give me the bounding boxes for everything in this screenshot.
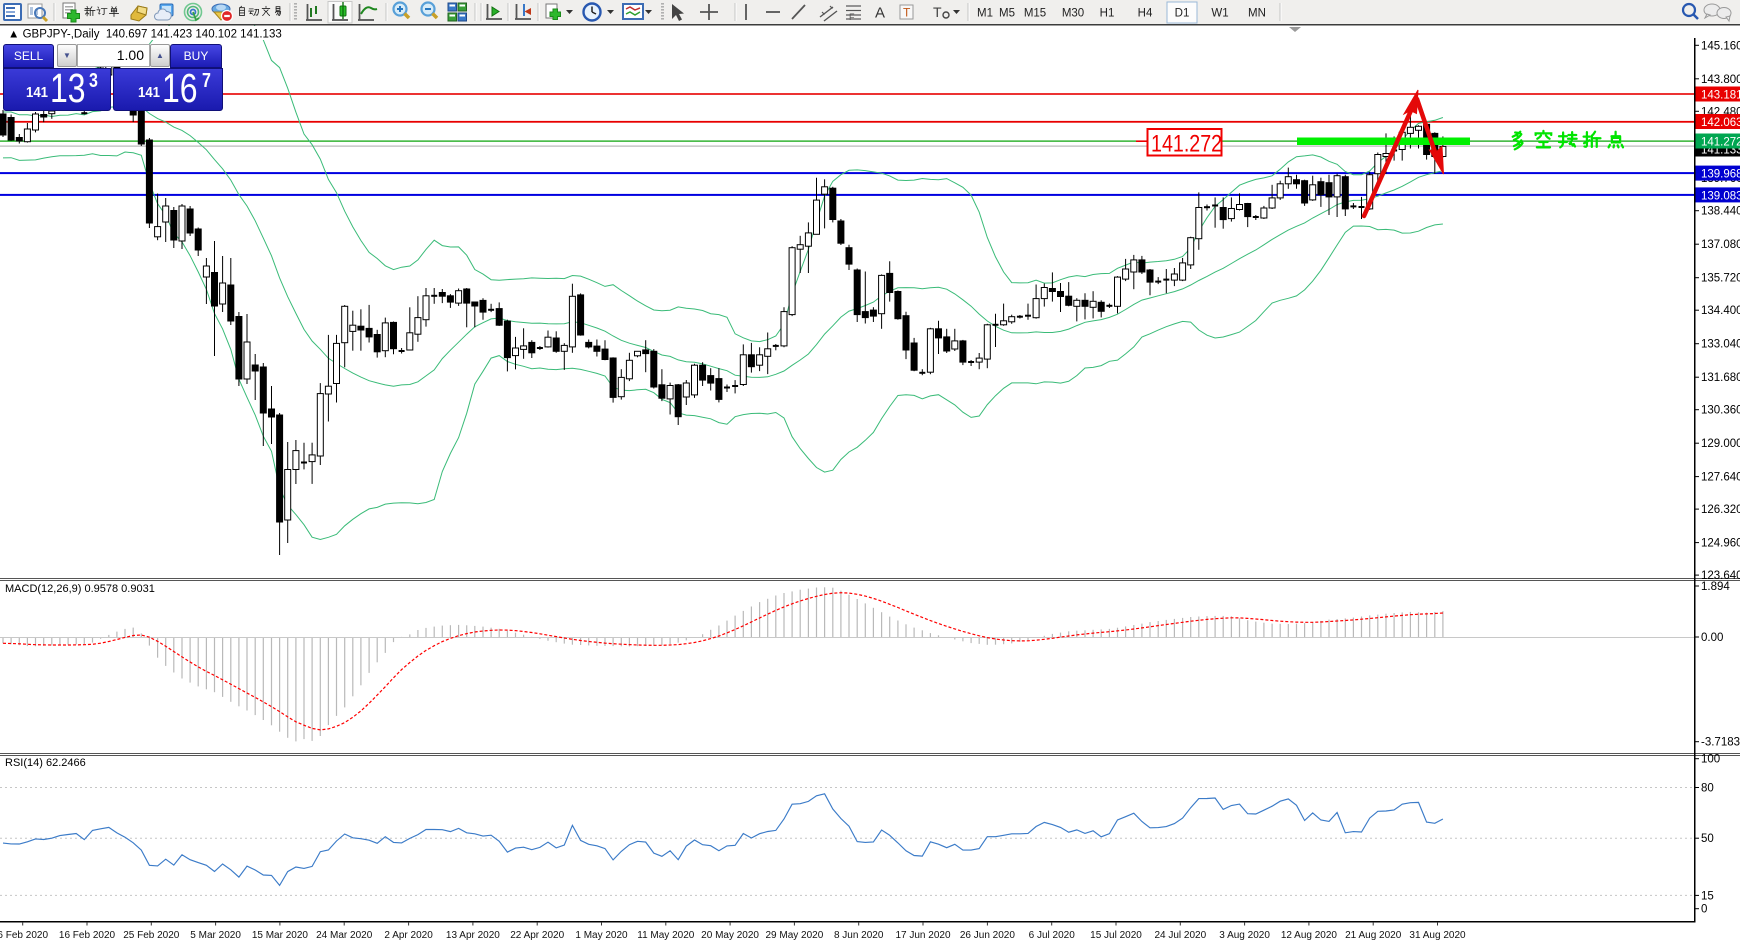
svg-text:D1: D1 — [1175, 8, 1190, 20]
svg-text:15 Mar 2020: 15 Mar 2020 — [252, 930, 309, 941]
svg-text:135.720: 135.720 — [1701, 273, 1740, 285]
svg-text:24 Mar 2020: 24 Mar 2020 — [316, 930, 373, 941]
svg-text:31 Aug 2020: 31 Aug 2020 — [1409, 930, 1466, 941]
svg-text:W1: W1 — [1211, 8, 1228, 20]
svg-text:MN: MN — [1248, 8, 1266, 20]
svg-text:133.040: 133.040 — [1701, 339, 1740, 351]
svg-text:129.000: 129.000 — [1701, 438, 1740, 450]
svg-text:29 May 2020: 29 May 2020 — [765, 930, 823, 941]
svg-text:RSI(14) 62.2466: RSI(14) 62.2466 — [5, 757, 86, 769]
svg-text:24 Jul 2020: 24 Jul 2020 — [1154, 930, 1206, 941]
svg-text:12 Aug 2020: 12 Aug 2020 — [1281, 930, 1338, 941]
svg-text:M5: M5 — [999, 8, 1015, 20]
svg-text:143.181: 143.181 — [1701, 90, 1740, 102]
svg-text:H4: H4 — [1138, 8, 1153, 20]
svg-text:5 Mar 2020: 5 Mar 2020 — [190, 930, 241, 941]
svg-text:T: T — [933, 4, 942, 20]
svg-text:50: 50 — [1701, 833, 1714, 845]
svg-text:▲ GBPJPY-,Daily 140.697 141.4: ▲ GBPJPY-,Daily 140.697 141.423 140.102 … — [8, 29, 282, 41]
svg-text:8 Jun 2020: 8 Jun 2020 — [834, 930, 884, 941]
svg-text:A: A — [875, 5, 885, 22]
svg-text:131.680: 131.680 — [1701, 372, 1740, 384]
svg-text:25 Feb 2020: 25 Feb 2020 — [123, 930, 180, 941]
svg-text:6 Jul 2020: 6 Jul 2020 — [1029, 930, 1076, 941]
svg-text:124.960: 124.960 — [1701, 538, 1740, 550]
svg-text:11 May 2020: 11 May 2020 — [637, 930, 695, 941]
svg-text:H1: H1 — [1100, 8, 1115, 20]
svg-text:T: T — [903, 6, 911, 20]
svg-text:-3.7183: -3.7183 — [1701, 737, 1740, 749]
svg-text:0: 0 — [1701, 904, 1707, 916]
svg-text:6 Feb 2020: 6 Feb 2020 — [0, 930, 48, 941]
svg-text:16 Feb 2020: 16 Feb 2020 — [59, 930, 116, 941]
svg-text:80: 80 — [1701, 783, 1714, 795]
svg-text:F: F — [849, 12, 855, 22]
svg-text:139.968: 139.968 — [1701, 169, 1740, 181]
svg-text:M15: M15 — [1024, 8, 1046, 20]
svg-text:15 Jul 2020: 15 Jul 2020 — [1090, 930, 1142, 941]
svg-text:3 Aug 2020: 3 Aug 2020 — [1219, 930, 1270, 941]
svg-text:126.320: 126.320 — [1701, 504, 1740, 516]
svg-text:130.360: 130.360 — [1701, 405, 1740, 417]
svg-text:142.063: 142.063 — [1701, 117, 1740, 129]
svg-text:26 Jun 2020: 26 Jun 2020 — [960, 930, 1015, 941]
svg-text:17 Jun 2020: 17 Jun 2020 — [895, 930, 950, 941]
svg-text:M1: M1 — [977, 8, 993, 20]
svg-text:137.080: 137.080 — [1701, 239, 1740, 251]
svg-text:123.640: 123.640 — [1701, 570, 1740, 582]
svg-text:2 Apr 2020: 2 Apr 2020 — [384, 930, 433, 941]
svg-text:22 Apr 2020: 22 Apr 2020 — [510, 930, 564, 941]
svg-text:143.800: 143.800 — [1701, 74, 1740, 86]
svg-text:139.083: 139.083 — [1701, 190, 1740, 202]
svg-text:141.272: 141.272 — [1701, 137, 1740, 149]
svg-text:134.400: 134.400 — [1701, 305, 1740, 317]
svg-text:1.894: 1.894 — [1701, 581, 1730, 593]
svg-text:M30: M30 — [1062, 8, 1084, 20]
svg-text:15: 15 — [1701, 890, 1714, 902]
svg-text:13 Apr 2020: 13 Apr 2020 — [446, 930, 500, 941]
svg-text:138.440: 138.440 — [1701, 206, 1740, 218]
svg-text:20 May 2020: 20 May 2020 — [701, 930, 759, 941]
svg-text:141.272: 141.272 — [1151, 130, 1222, 157]
svg-text:145.160: 145.160 — [1701, 40, 1740, 52]
svg-text:100: 100 — [1701, 754, 1720, 766]
svg-text:21 Aug 2020: 21 Aug 2020 — [1345, 930, 1402, 941]
svg-text:1 May 2020: 1 May 2020 — [575, 930, 628, 941]
svg-text:127.640: 127.640 — [1701, 472, 1740, 484]
svg-text:0.00: 0.00 — [1701, 632, 1723, 644]
svg-text:MACD(12,26,9) 0.9578 0.9031: MACD(12,26,9) 0.9578 0.9031 — [5, 583, 155, 595]
